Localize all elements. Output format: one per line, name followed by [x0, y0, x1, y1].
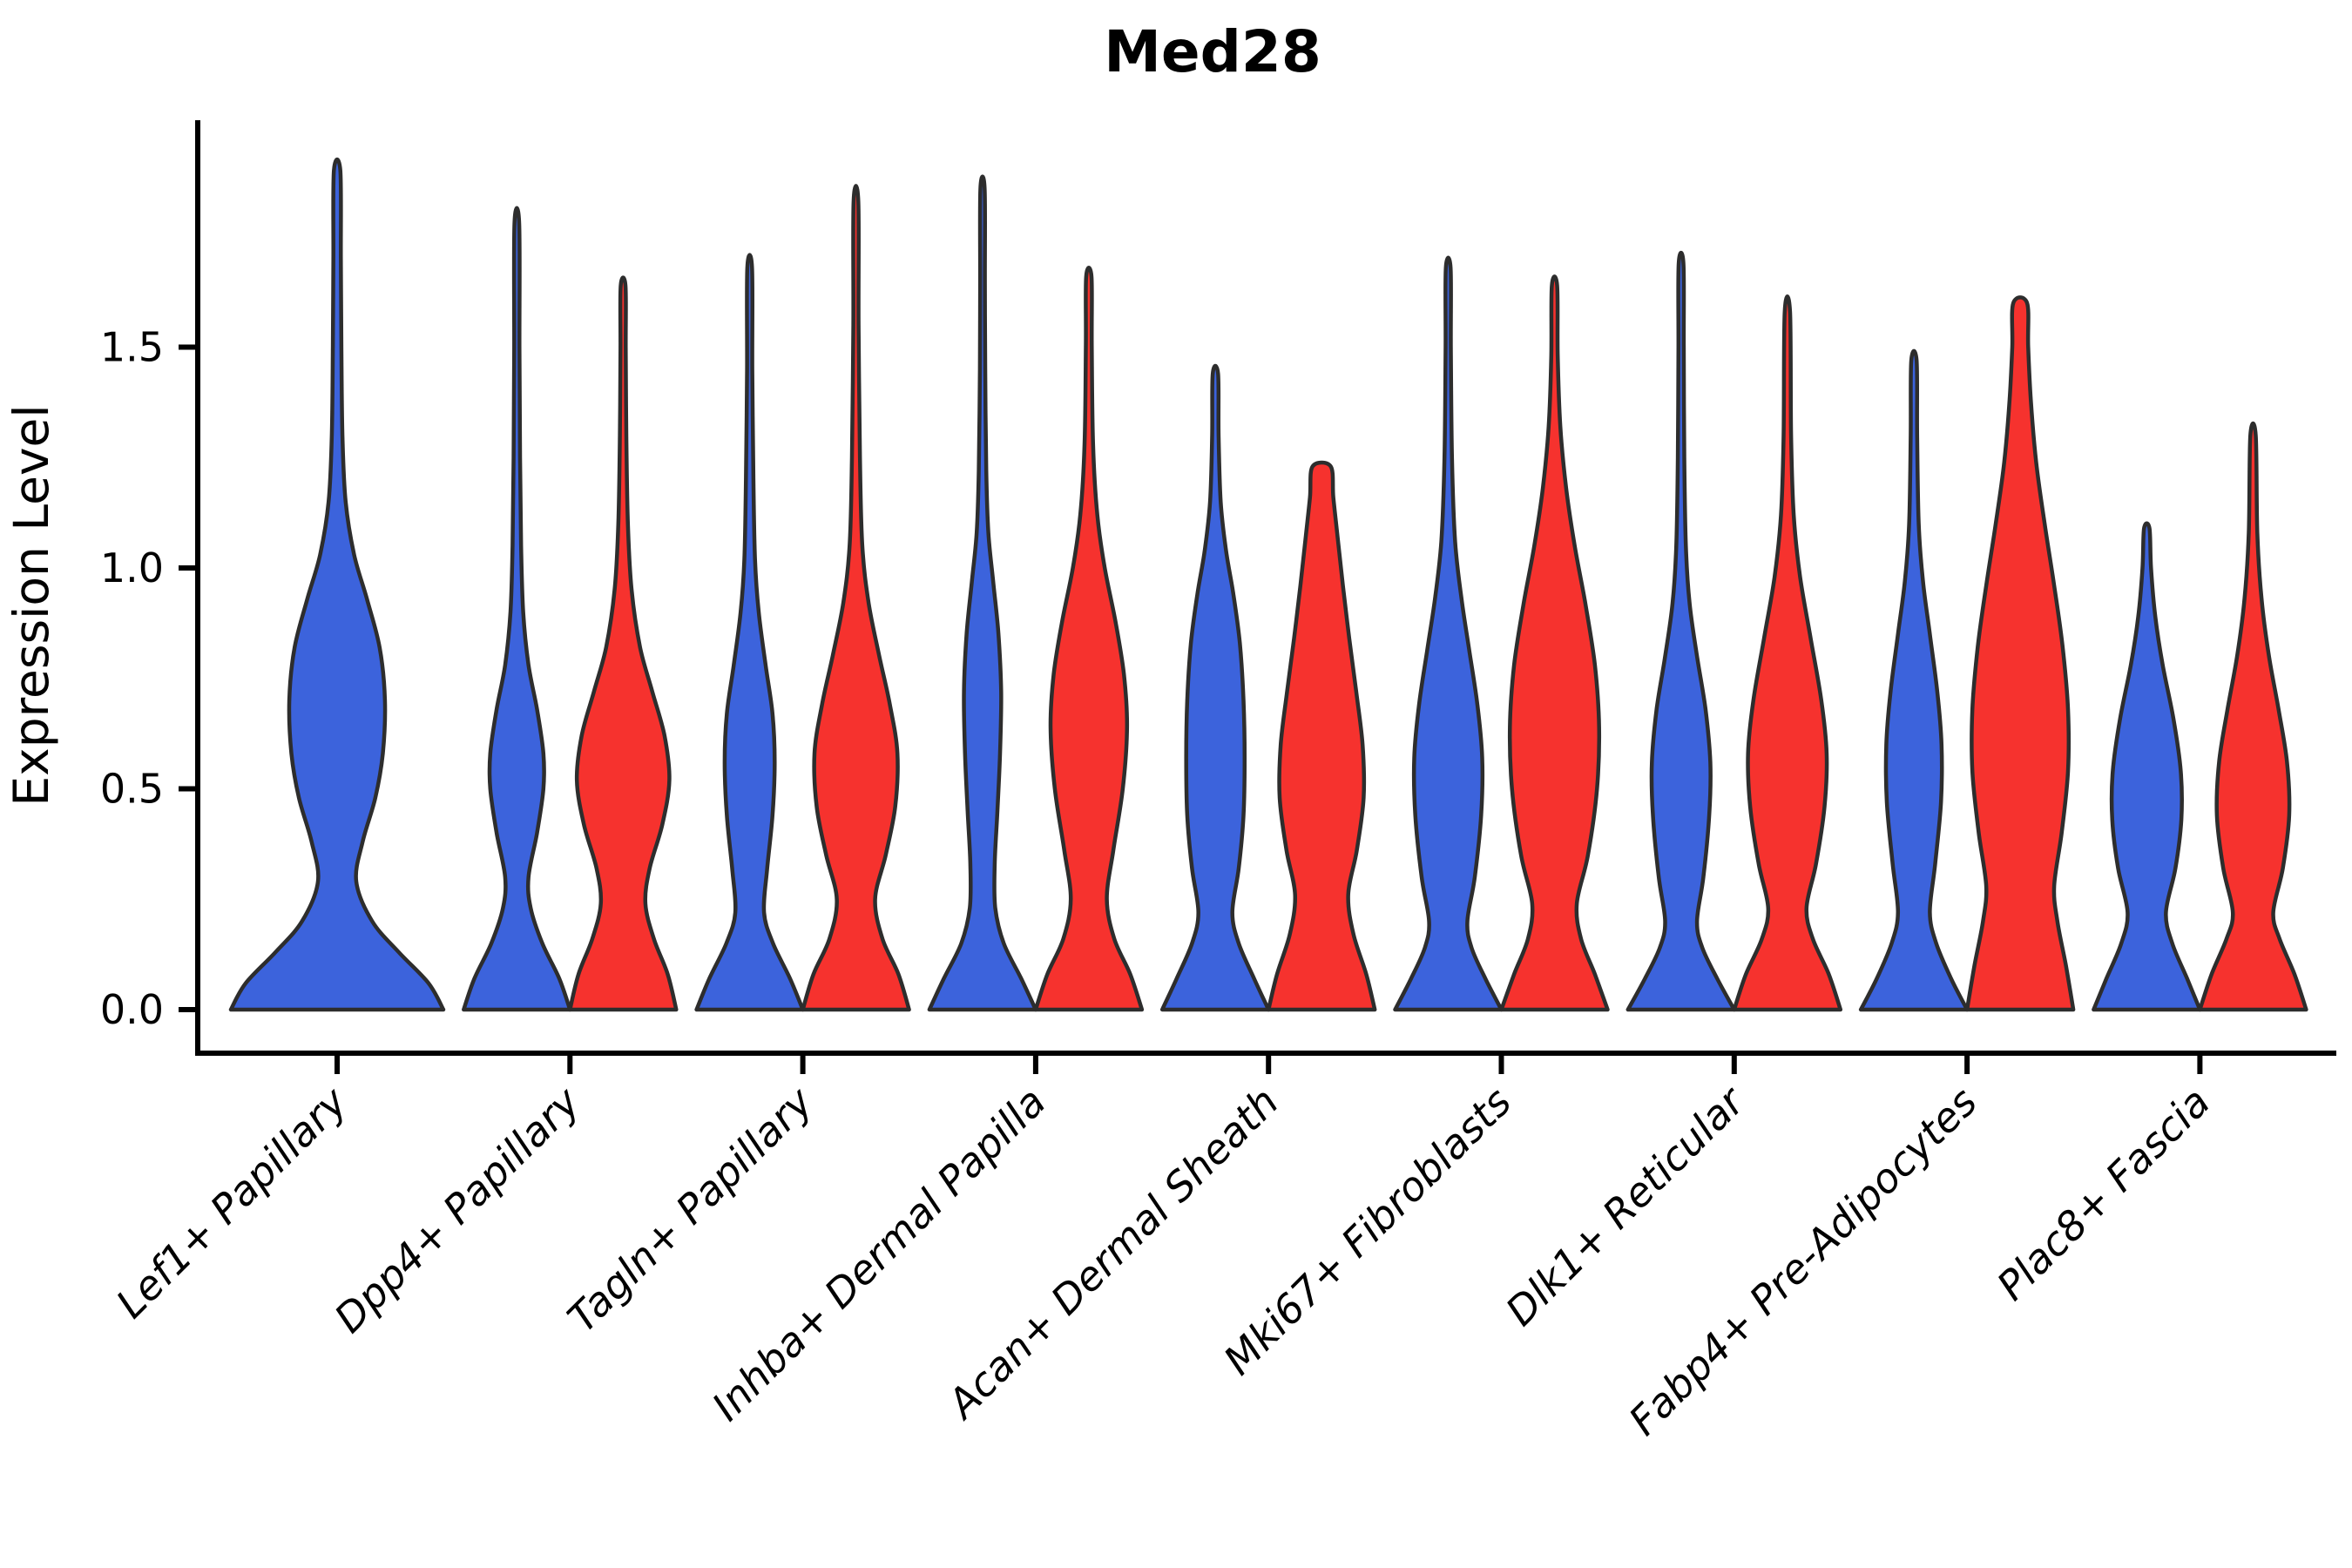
violin-red-acan-dermal-sheath — [1266, 460, 1377, 1012]
violin-blue-fabp4-pre-adipocytes — [1858, 348, 1970, 1012]
violin-blue-acan-dermal-sheath — [1159, 363, 1271, 1012]
violin-blue-inhba-dermal-papilla — [927, 174, 1038, 1012]
violin-red-dlk1-reticular — [1732, 294, 1843, 1012]
violin-blue-plac8-fascia — [2092, 521, 2202, 1012]
violin-blue-dpp4-papillary — [462, 206, 572, 1012]
violins-group — [228, 157, 2308, 1012]
violin-red-mki67-fibroblasts — [1499, 274, 1610, 1012]
y-tick-label: 1.5 — [100, 324, 164, 371]
violin-blue-tagln-papillary — [694, 253, 805, 1012]
y-tick-label: 0.5 — [100, 766, 164, 813]
y-tick-label: 1.0 — [100, 544, 164, 591]
violin-blue-lef1-papillary — [228, 157, 446, 1012]
y-axis-label: Expression Level — [3, 404, 59, 806]
violin-red-plac8-fascia — [2198, 421, 2308, 1012]
y-ticks-group: 0.0 0.5 1.0 1.5 — [100, 324, 198, 1033]
violin-red-tagln-papillary — [801, 184, 911, 1012]
violin-red-inhba-dermal-papilla — [1033, 266, 1145, 1012]
violin-blue-dlk1-reticular — [1625, 250, 1737, 1012]
y-tick-label: 0.0 — [100, 986, 164, 1033]
violin-blue-mki67-fibroblasts — [1393, 255, 1504, 1012]
chart-title: Med28 — [1104, 18, 1321, 85]
violin-red-dpp4-papillary — [568, 275, 679, 1012]
violin-red-fabp4-pre-adipocytes — [1964, 295, 2076, 1012]
